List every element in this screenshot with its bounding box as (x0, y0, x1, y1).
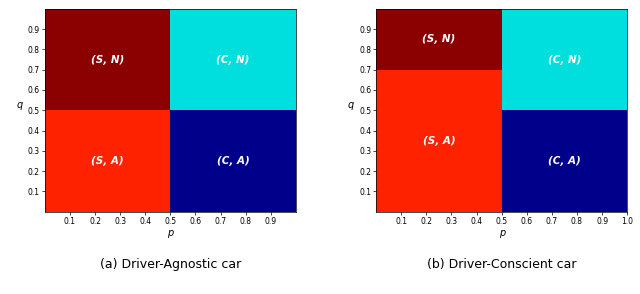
Text: (S, A): (S, A) (422, 136, 455, 146)
Y-axis label: q: q (17, 100, 22, 110)
Bar (502, 110, 627, 212)
X-axis label: p: p (499, 228, 505, 238)
Text: (C, A): (C, A) (548, 156, 581, 166)
Y-axis label: q: q (348, 100, 354, 110)
Text: (S, A): (S, A) (92, 156, 124, 166)
Bar (170, 9, 296, 110)
Text: (C, N): (C, N) (548, 54, 581, 65)
Bar (376, 70, 502, 212)
Text: (S, N): (S, N) (91, 54, 124, 65)
X-axis label: p: p (167, 228, 173, 238)
Bar (376, 9, 502, 70)
Bar (502, 9, 627, 110)
Bar (45, 9, 170, 110)
Text: (C, A): (C, A) (217, 156, 250, 166)
Text: (a) Driver-Agnostic car: (a) Driver-Agnostic car (100, 258, 241, 271)
Bar (170, 110, 296, 212)
Text: (b) Driver-Conscient car: (b) Driver-Conscient car (427, 258, 577, 271)
Text: (C, N): (C, N) (216, 54, 250, 65)
Text: (S, N): (S, N) (422, 34, 456, 44)
Bar (45, 110, 170, 212)
